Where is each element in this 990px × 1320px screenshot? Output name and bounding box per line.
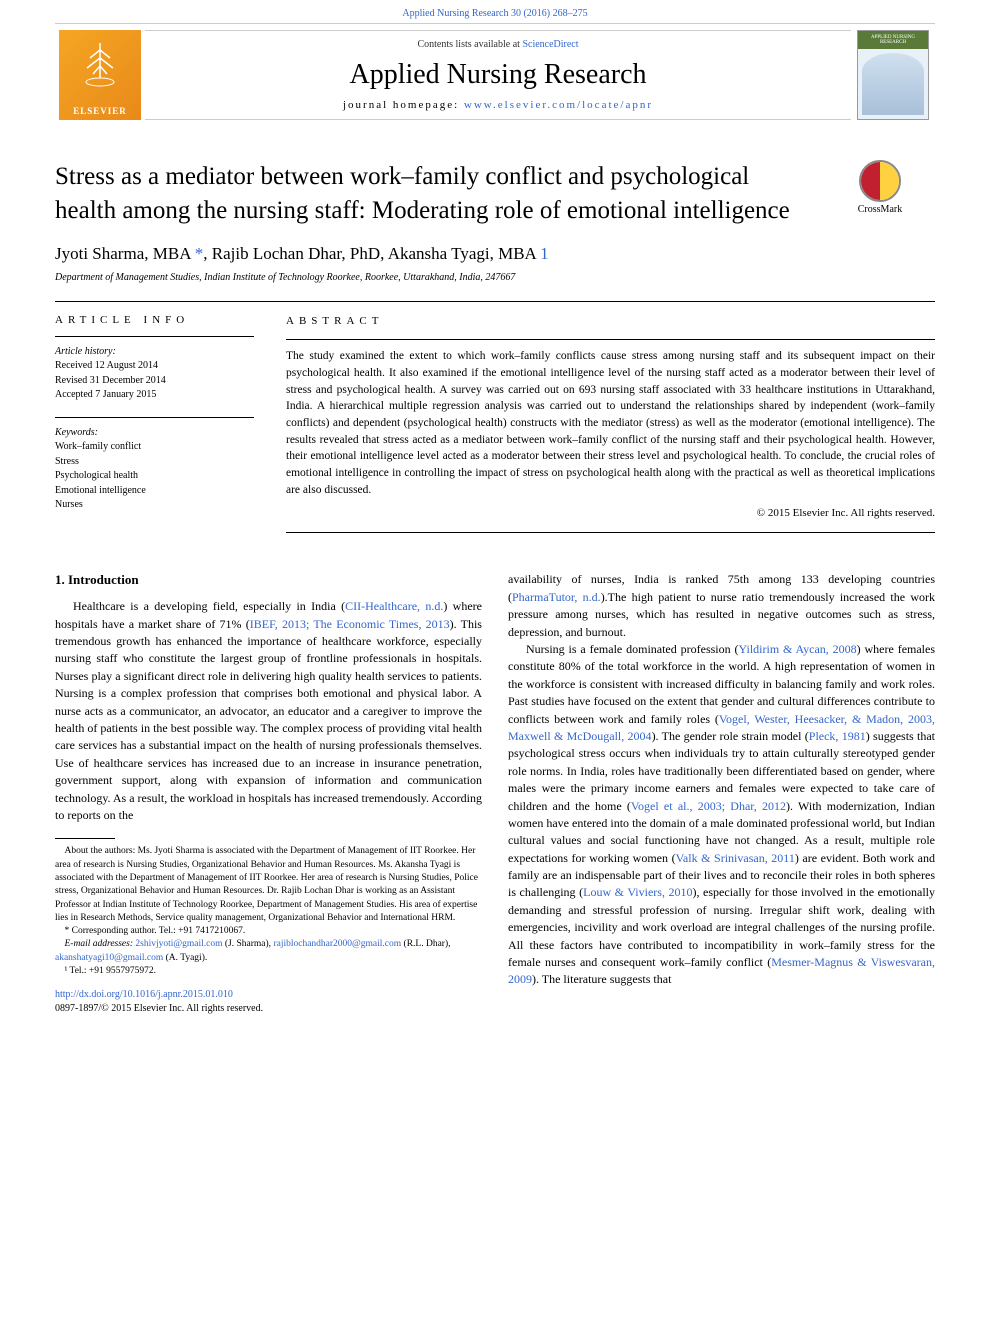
running-head-link[interactable]: Applied Nursing Research 30 (2016) 268–2… [402,8,587,19]
cite-link[interactable]: IBEF, 2013; The Economic Times, 2013 [250,617,450,631]
body-text: 1. Introduction Healthcare is a developi… [55,571,935,1016]
article-info-heading: ARTICLE INFO [55,314,254,326]
contents-prefix: Contents lists available at [417,39,522,50]
sciencedirect-link[interactable]: ScienceDirect [522,39,578,50]
keyword: Emotional intelligence [55,484,254,499]
email-link[interactable]: akanshatyagi10@gmail.com [55,953,163,963]
article-area: Stress as a mediator between work–family… [0,160,990,1016]
email-link[interactable]: rajiblochandhar2000@gmail.com [273,939,401,949]
running-head: Applied Nursing Research 30 (2016) 268–2… [0,0,990,23]
history-label: Article history: [55,345,254,360]
authors-rest: , Rajib Lochan Dhar, PhD, Akansha Tyagi,… [203,244,540,263]
cite-link[interactable]: Yildirim & Aycan, 2008 [738,642,856,656]
cite-link[interactable]: CII-Healthcare, n.d. [345,599,443,613]
para-1: Healthcare is a developing field, especi… [55,598,482,824]
masthead-center: Contents lists available at ScienceDirec… [145,30,851,120]
journal-name: Applied Nursing Research [157,59,839,91]
rule-top [55,23,935,24]
keywords-block: Keywords: Work–family conflict Stress Ps… [55,426,254,513]
publisher-logo-wrap: ELSEVIER [55,30,145,120]
info-rule-1 [55,336,254,337]
footnotes: About the authors: Ms. Jyoti Sharma is a… [55,845,482,978]
affiliation: Department of Management Studies, Indian… [55,272,935,283]
footnote-emails: E-mail addresses: 2shivjyoti@gmail.com (… [55,938,482,965]
abstract: ABSTRACT The study examined the extent t… [270,301,935,546]
abstract-rule-bottom [286,532,935,533]
cite-link[interactable]: Vogel et al., 2003; Dhar, 2012 [631,799,786,813]
info-rule-2 [55,417,254,418]
cover-wrap: APPLIED NURSING RESEARCH [851,30,935,120]
cite-link[interactable]: Valk & Srinivasan, 2011 [676,851,795,865]
abstract-heading: ABSTRACT [286,314,935,330]
para-1-cont: availability of nurses, India is ranked … [508,571,935,641]
footnote-about: About the authors: Ms. Jyoti Sharma is a… [55,845,482,925]
cite-link[interactable]: Pleck, 1981 [809,729,866,743]
homepage-link[interactable]: www.elsevier.com/locate/apnr [464,99,653,111]
author-1: Jyoti Sharma, MBA [55,244,195,263]
abstract-rule [286,339,935,340]
history-accepted: Accepted 7 January 2015 [55,388,254,403]
elsevier-tree-icon [75,38,125,88]
keywords-label: Keywords: [55,426,254,441]
article-history: Article history: Received 12 August 2014… [55,345,254,403]
crossmark-label: CrossMark [858,204,902,215]
para-2: Nursing is a female dominated profession… [508,641,935,989]
footnote-1: ¹ Tel.: +91 9557975972. [55,965,482,978]
keyword: Stress [55,455,254,470]
footnotes-rule [55,838,115,839]
homepage-prefix: journal homepage: [343,99,464,111]
cite-link[interactable]: Louw & Viviers, 2010 [583,885,692,899]
doi-block: http://dx.doi.org/10.1016/j.apnr.2015.01… [55,988,482,1016]
contents-line: Contents lists available at ScienceDirec… [157,39,839,50]
abstract-text: The study examined the extent to which w… [286,348,935,498]
footnote-corr: * Corresponding author. Tel.: +91 741721… [55,925,482,938]
history-revised: Revised 31 December 2014 [55,374,254,389]
article-title: Stress as a mediator between work–family… [55,160,805,228]
doi-link[interactable]: http://dx.doi.org/10.1016/j.apnr.2015.01… [55,989,233,1000]
crossmark-widget[interactable]: CrossMark [825,160,935,215]
keyword: Psychological health [55,469,254,484]
history-received: Received 12 August 2014 [55,359,254,374]
info-abstract: ARTICLE INFO Article history: Received 1… [55,301,935,546]
cover-title: APPLIED NURSING RESEARCH [858,31,928,49]
journal-cover: APPLIED NURSING RESEARCH [857,30,929,120]
crossmark-icon [859,160,901,202]
keyword: Nurses [55,498,254,513]
email-link[interactable]: 2shivjyoti@gmail.com [135,939,222,949]
elsevier-logo: ELSEVIER [59,30,141,120]
fn-marker-1[interactable]: 1 [540,244,549,263]
title-row: Stress as a mediator between work–family… [55,160,935,228]
cover-image-icon [862,53,924,115]
abstract-copyright: © 2015 Elsevier Inc. All rights reserved… [286,506,935,522]
section-heading: 1. Introduction [55,571,482,590]
article-info: ARTICLE INFO Article history: Received 1… [55,301,270,546]
homepage-line: journal homepage: www.elsevier.com/locat… [157,99,839,111]
authors: Jyoti Sharma, MBA *, Rajib Lochan Dhar, … [55,244,935,264]
keyword: Work–family conflict [55,440,254,455]
cite-link[interactable]: PharmaTutor, n.d. [512,590,601,604]
publisher-label: ELSEVIER [73,106,127,116]
issn-line: 0897-1897/© 2015 Elsevier Inc. All right… [55,1002,482,1016]
masthead: ELSEVIER Contents lists available at Sci… [0,30,990,120]
